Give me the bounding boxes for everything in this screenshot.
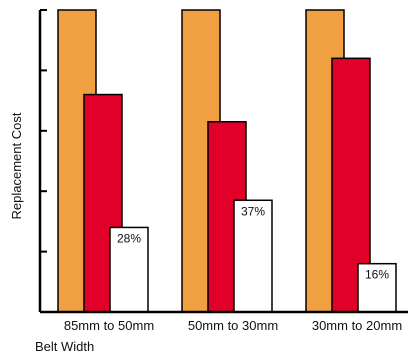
x-tick-label-2: 50mm to 30mm [188,318,278,333]
x-tick-label-1: 85mm to 50mm [64,318,154,333]
bar-3-1 [109,226,149,313]
bar-3-2 [233,199,273,313]
y-axis-title: Replacement Cost [9,112,24,219]
bar-marks [57,9,397,313]
bar-data-labels: 28% 37% 16% [117,204,389,281]
x-tick-label-3: 30mm to 20mm [312,318,402,333]
data-label-2: 37% [241,204,265,218]
x-axis-title: Belt Width [35,339,94,354]
x-axis-tick-labels: 85mm to 50mm 50mm to 30mm 30mm to 20mm [64,318,402,333]
data-label-3: 16% [365,268,389,282]
data-label-1: 28% [117,231,141,245]
